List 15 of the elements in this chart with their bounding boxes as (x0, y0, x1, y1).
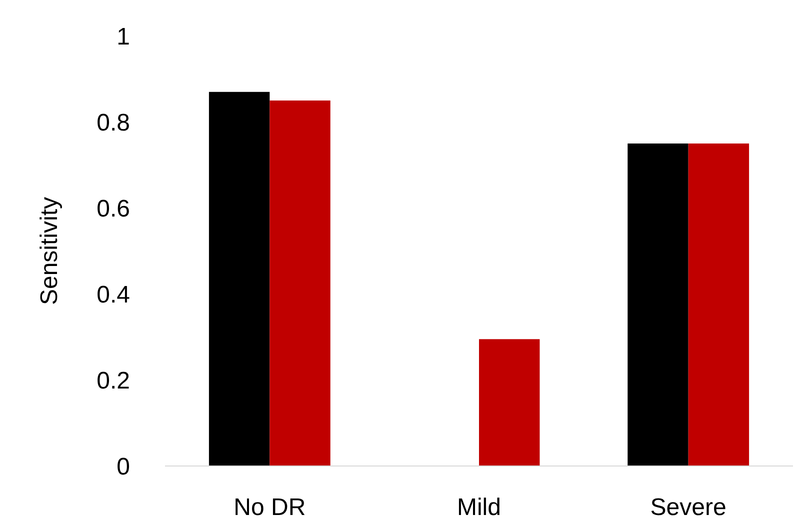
y-tick-label: 0.8 (96, 109, 130, 136)
x-tick-label: Mild (456, 494, 502, 521)
bar (688, 144, 750, 466)
y-tick-label: 0.6 (96, 195, 130, 222)
bar (208, 92, 270, 466)
bar (479, 339, 540, 466)
bar (628, 144, 688, 466)
y-tick-label: 1 (116, 23, 130, 50)
x-tick-label: Severe (650, 494, 726, 521)
y-tick-label: 0 (116, 453, 130, 480)
y-tick-label: 0.2 (96, 367, 130, 394)
x-tick-label: No DR (234, 494, 306, 521)
bar (270, 100, 330, 466)
y-axis-title: Sensitivity (36, 196, 63, 306)
y-tick-label: 0.4 (96, 281, 130, 308)
